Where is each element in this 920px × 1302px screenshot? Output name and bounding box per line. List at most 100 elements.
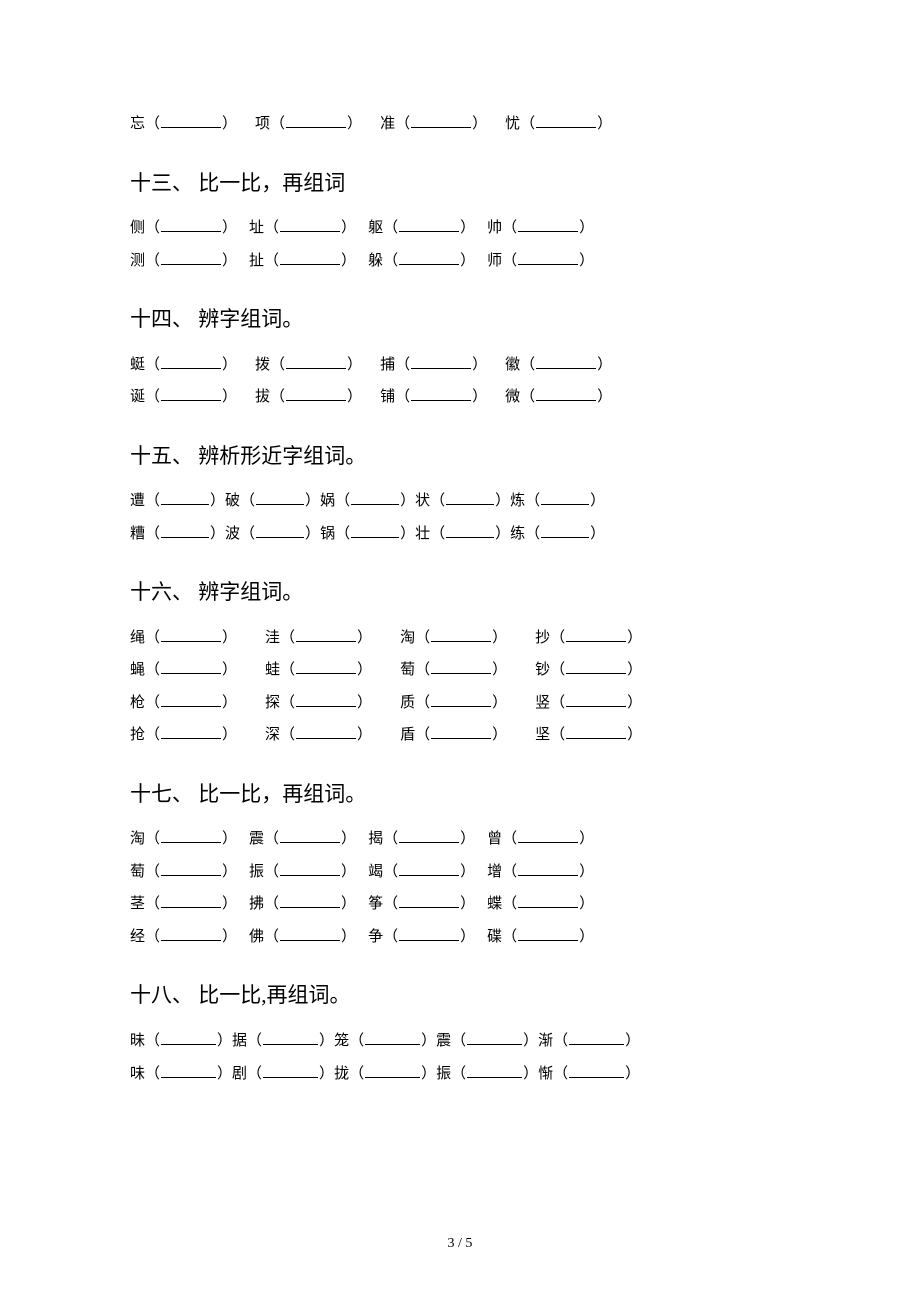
answer-blank[interactable] (161, 828, 221, 843)
answer-blank[interactable] (431, 659, 491, 674)
char: 抢（ (130, 727, 160, 743)
answer-blank[interactable] (280, 250, 340, 265)
answer-blank[interactable] (161, 250, 221, 265)
section-heading: 十五、 辨析形近字组词。 (130, 440, 790, 474)
answer-blank[interactable] (365, 1063, 420, 1078)
answer-blank[interactable] (399, 828, 459, 843)
close-paren: ） (222, 929, 237, 945)
answer-blank[interactable] (280, 217, 340, 232)
close-paren: ） (492, 630, 507, 646)
answer-blank[interactable] (161, 724, 221, 739)
char: 萄（ (130, 864, 160, 880)
answer-blank[interactable] (399, 926, 459, 941)
answer-blank[interactable] (256, 523, 304, 538)
char: 曾（ (487, 831, 517, 847)
char: 锅（ (320, 526, 350, 542)
answer-blank[interactable] (518, 828, 578, 843)
answer-blank[interactable] (351, 523, 399, 538)
answer-blank[interactable] (365, 1030, 420, 1045)
close-paren: ） (217, 1066, 232, 1082)
answer-blank[interactable] (518, 217, 578, 232)
char: 项（ (255, 116, 285, 132)
answer-blank[interactable] (566, 627, 626, 642)
char: 侧（ (130, 220, 160, 236)
answer-blank[interactable] (518, 861, 578, 876)
answer-blank[interactable] (411, 354, 471, 369)
answer-blank[interactable] (536, 354, 596, 369)
close-paren: ） (347, 389, 362, 405)
answer-blank[interactable] (446, 523, 494, 538)
answer-blank[interactable] (569, 1063, 624, 1078)
answer-blank[interactable] (161, 354, 221, 369)
answer-blank[interactable] (286, 113, 346, 128)
char: 笼（ (334, 1033, 364, 1049)
close-paren: ） (222, 253, 237, 269)
answer-blank[interactable] (431, 724, 491, 739)
answer-blank[interactable] (161, 113, 221, 128)
section-heading: 十六、 辨字组词。 (130, 576, 790, 610)
answer-blank[interactable] (431, 627, 491, 642)
answer-blank[interactable] (161, 861, 221, 876)
answer-blank[interactable] (467, 1030, 522, 1045)
char: 振（ (249, 864, 279, 880)
answer-blank[interactable] (286, 386, 346, 401)
answer-blank[interactable] (161, 659, 221, 674)
answer-blank[interactable] (569, 1030, 624, 1045)
char: 帅（ (487, 220, 517, 236)
close-paren: ） (627, 727, 642, 743)
answer-blank[interactable] (280, 828, 340, 843)
answer-blank[interactable] (256, 490, 304, 505)
answer-blank[interactable] (431, 692, 491, 707)
answer-blank[interactable] (286, 354, 346, 369)
exercise-row: 遭（）破（）娲（）状（）炼（） (130, 487, 790, 516)
answer-blank[interactable] (536, 113, 596, 128)
answer-blank[interactable] (296, 627, 356, 642)
close-paren: ） (357, 630, 372, 646)
answer-blank[interactable] (161, 893, 221, 908)
answer-blank[interactable] (518, 926, 578, 941)
answer-blank[interactable] (446, 490, 494, 505)
answer-blank[interactable] (161, 627, 221, 642)
close-paren: ） (222, 831, 237, 847)
answer-blank[interactable] (263, 1030, 318, 1045)
answer-blank[interactable] (566, 659, 626, 674)
answer-blank[interactable] (161, 926, 221, 941)
answer-blank[interactable] (280, 893, 340, 908)
answer-blank[interactable] (541, 523, 589, 538)
answer-blank[interactable] (280, 861, 340, 876)
answer-blank[interactable] (399, 217, 459, 232)
answer-blank[interactable] (399, 893, 459, 908)
answer-blank[interactable] (161, 1030, 216, 1045)
char: 洼（ (265, 630, 295, 646)
answer-blank[interactable] (411, 386, 471, 401)
answer-blank[interactable] (280, 926, 340, 941)
answer-blank[interactable] (296, 692, 356, 707)
answer-blank[interactable] (411, 113, 471, 128)
char: 遭（ (130, 493, 160, 509)
answer-blank[interactable] (399, 250, 459, 265)
close-paren: ） (460, 253, 475, 269)
answer-blank[interactable] (161, 692, 221, 707)
answer-blank[interactable] (566, 724, 626, 739)
answer-blank[interactable] (351, 490, 399, 505)
answer-blank[interactable] (161, 386, 221, 401)
answer-blank[interactable] (161, 217, 221, 232)
answer-blank[interactable] (541, 490, 589, 505)
answer-blank[interactable] (161, 490, 209, 505)
answer-blank[interactable] (399, 861, 459, 876)
answer-blank[interactable] (566, 692, 626, 707)
answer-blank[interactable] (161, 1063, 216, 1078)
answer-blank[interactable] (161, 523, 209, 538)
answer-blank[interactable] (263, 1063, 318, 1078)
char: 竭（ (368, 864, 398, 880)
close-paren: ） (627, 695, 642, 711)
answer-blank[interactable] (467, 1063, 522, 1078)
answer-blank[interactable] (296, 659, 356, 674)
answer-blank[interactable] (296, 724, 356, 739)
exercise-row: 茎（）拂（）筝（）蝶（） (130, 890, 790, 919)
answer-blank[interactable] (518, 893, 578, 908)
answer-blank[interactable] (518, 250, 578, 265)
close-paren: ） (357, 662, 372, 678)
char: 剧（ (232, 1066, 262, 1082)
answer-blank[interactable] (536, 386, 596, 401)
